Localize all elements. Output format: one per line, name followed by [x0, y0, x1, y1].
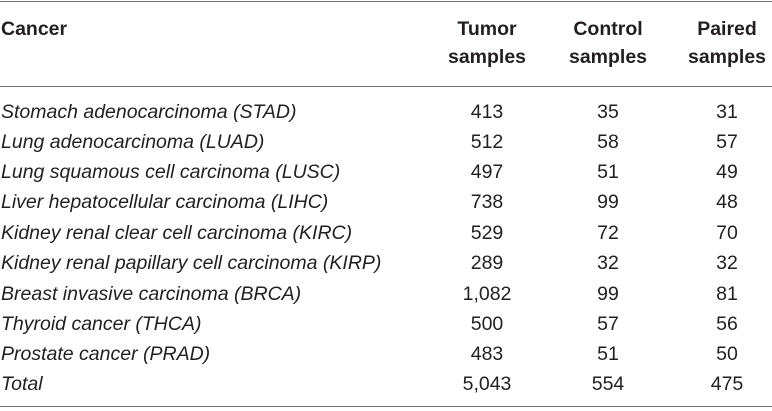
- cell-control: 51: [597, 161, 619, 183]
- cell-tumor: 497: [470, 161, 504, 183]
- cell-tumor: 500: [470, 313, 504, 335]
- header-control-samples: Control samples: [551, 15, 665, 71]
- cell-control: 51: [597, 343, 619, 365]
- cell-cancer: Total: [1, 373, 43, 395]
- table-row: Breast invasive carcinoma (BRCA) 1,082 9…: [0, 279, 772, 309]
- cell-tumor: 413: [470, 101, 504, 123]
- cell-paired: 70: [716, 222, 738, 244]
- table-row: Kidney renal papillary cell carcinoma (K…: [0, 248, 772, 278]
- cell-paired: 49: [716, 161, 738, 183]
- cell-control: 32: [597, 252, 619, 274]
- table-row: Thyroid cancer (THCA) 500 57 56: [0, 309, 772, 339]
- header-rule: [0, 86, 772, 87]
- header-tumor-line2: samples: [447, 46, 527, 68]
- cell-paired: 57: [716, 131, 738, 153]
- cell-paired: 32: [716, 252, 738, 274]
- table-row: Prostate cancer (PRAD) 483 51 50: [0, 339, 772, 369]
- table-row-total: Total 5,043 554 475: [0, 369, 772, 399]
- cell-paired: 475: [710, 373, 744, 395]
- header-paired-line2: samples: [687, 46, 767, 68]
- cell-control: 99: [597, 283, 619, 305]
- header-tumor-samples: Tumor samples: [431, 15, 543, 71]
- cell-cancer: Liver hepatocellular carcinoma (LIHC): [1, 191, 329, 213]
- table-row: Kidney renal clear cell carcinoma (KIRC)…: [0, 218, 772, 248]
- table-row: Liver hepatocellular carcinoma (LIHC) 73…: [0, 187, 772, 217]
- header-cancer: Cancer: [1, 18, 68, 40]
- cell-paired: 50: [716, 343, 738, 365]
- cell-cancer: Lung squamous cell carcinoma (LUSC): [1, 161, 341, 183]
- cell-control: 99: [597, 191, 619, 213]
- cell-cancer: Kidney renal papillary cell carcinoma (K…: [1, 252, 382, 274]
- cell-cancer: Lung adenocarcinoma (LUAD): [1, 131, 265, 153]
- cell-control: 57: [597, 313, 619, 335]
- cell-tumor: 289: [470, 252, 504, 274]
- cell-cancer: Thyroid cancer (THCA): [1, 313, 202, 335]
- cell-paired: 81: [716, 283, 738, 305]
- table-row: Lung squamous cell carcinoma (LUSC) 497 …: [0, 157, 772, 187]
- cell-control: 554: [591, 373, 625, 395]
- cell-control: 72: [597, 222, 619, 244]
- header-control-line2: samples: [568, 46, 648, 68]
- cell-tumor: 529: [470, 222, 504, 244]
- cell-tumor: 5,043: [462, 373, 512, 395]
- cell-paired: 56: [716, 313, 738, 335]
- header-tumor-line1: Tumor: [457, 18, 517, 40]
- top-rule: [0, 1, 772, 2]
- cell-tumor: 483: [470, 343, 504, 365]
- cell-tumor: 1,082: [462, 283, 512, 305]
- cell-paired: 31: [716, 101, 738, 123]
- bottom-rule: [0, 406, 772, 407]
- cell-tumor: 738: [470, 191, 504, 213]
- cell-cancer: Breast invasive carcinoma (BRCA): [1, 283, 302, 305]
- cell-tumor: 512: [470, 131, 504, 153]
- cell-paired: 48: [716, 191, 738, 213]
- header-paired-samples: Paired samples: [675, 15, 772, 71]
- cell-control: 58: [597, 131, 619, 153]
- header-paired-line1: Paired: [697, 18, 757, 40]
- cell-cancer: Kidney renal clear cell carcinoma (KIRC): [1, 222, 353, 244]
- cell-cancer: Prostate cancer (PRAD): [1, 343, 211, 365]
- header-control-line1: Control: [573, 18, 643, 40]
- table-row: Stomach adenocarcinoma (STAD) 413 35 31: [0, 97, 772, 127]
- table-row: Lung adenocarcinoma (LUAD) 512 58 57: [0, 127, 772, 157]
- cell-control: 35: [597, 101, 619, 123]
- cell-cancer: Stomach adenocarcinoma (STAD): [1, 101, 297, 123]
